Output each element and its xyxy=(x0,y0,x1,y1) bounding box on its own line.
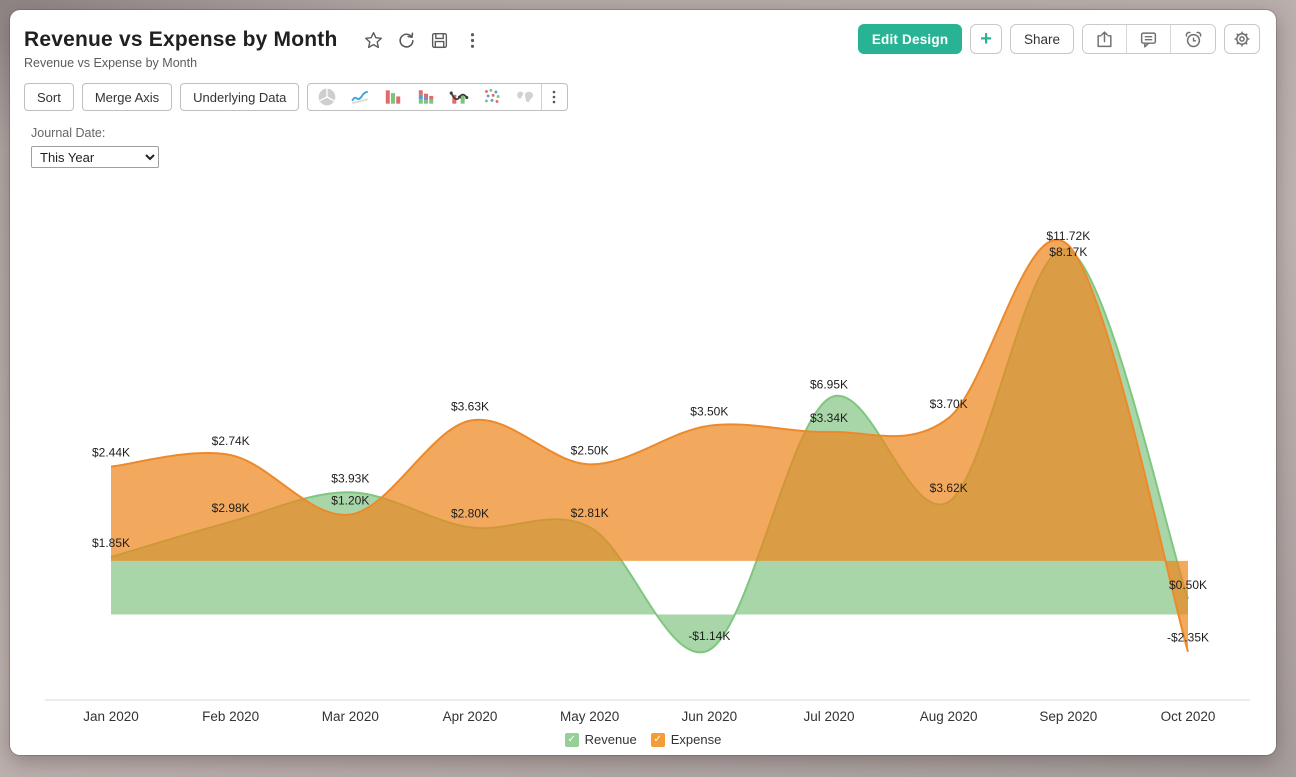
title-row: Revenue vs Expense by Month xyxy=(24,28,484,52)
expense-data-label: $2.44K xyxy=(92,446,130,460)
x-axis-label: Jun 2020 xyxy=(682,709,738,724)
x-axis-label: Jan 2020 xyxy=(83,709,139,724)
x-axis-label: May 2020 xyxy=(560,709,619,724)
revenue-data-label: $2.80K xyxy=(451,506,489,520)
x-axis-label: Jul 2020 xyxy=(803,709,854,724)
expense-data-label: $2.50K xyxy=(571,443,609,457)
chart-type-switcher xyxy=(307,83,569,111)
journal-date-select[interactable]: This Year xyxy=(31,146,159,168)
revenue-data-label: $3.93K xyxy=(331,471,369,485)
expense-data-label: $8.17K xyxy=(1049,245,1087,259)
more-chart-types-icon[interactable] xyxy=(541,84,565,110)
legend-label: Revenue xyxy=(584,732,637,747)
revenue-data-label: $1.85K xyxy=(92,536,130,550)
more-options-icon[interactable] xyxy=(462,29,484,51)
legend-item-expense[interactable]: ✓ Expense xyxy=(650,732,722,747)
chart-legend: ✓ Revenue ✓ Expense xyxy=(10,732,1276,747)
expense-data-label: $1.20K xyxy=(331,494,369,508)
x-axis-label: Sep 2020 xyxy=(1039,709,1097,724)
expense-swatch-icon: ✓ xyxy=(650,732,665,747)
legend-item-revenue[interactable]: ✓ Revenue xyxy=(564,732,637,747)
bar-chart-icon[interactable] xyxy=(376,84,409,110)
expense-data-label: $3.70K xyxy=(930,397,968,411)
page-title: Revenue vs Expense by Month xyxy=(24,28,338,51)
page-subtitle: Revenue vs Expense by Month xyxy=(24,56,198,70)
chart-toolbar: Sort Merge Axis Underlying Data xyxy=(24,83,569,111)
expense-data-label: $3.34K xyxy=(810,411,848,425)
line-chart-icon[interactable] xyxy=(343,84,376,110)
pie-chart-icon[interactable] xyxy=(310,84,343,110)
revenue-data-label: -$1.14K xyxy=(688,629,730,643)
app-window: $1.85K $2.44K $2.98K $2.74K $3.93K $1.20K $2.8… xyxy=(10,10,1276,755)
edit-design-button[interactable]: Edit Design xyxy=(857,24,963,54)
legend-label: Expense xyxy=(670,732,722,747)
expense-data-label: $3.63K xyxy=(451,400,489,414)
expense-data-label: $2.74K xyxy=(212,434,250,448)
save-icon[interactable] xyxy=(429,29,451,51)
sort-button[interactable]: Sort xyxy=(24,83,74,111)
combination-chart-icon[interactable] xyxy=(442,84,475,110)
comment-icon[interactable] xyxy=(1127,25,1171,53)
revenue-data-label: $6.95K xyxy=(810,377,848,391)
header-icon-group xyxy=(1082,24,1216,54)
stacked-bar-chart-icon[interactable] xyxy=(409,84,442,110)
merge-axis-button[interactable]: Merge Axis xyxy=(81,83,173,111)
x-axis-label: Feb 2020 xyxy=(202,709,259,724)
revenue-data-label: $3.62K xyxy=(930,481,968,495)
expense-data-label: $3.50K xyxy=(690,405,728,419)
revenue-data-label: $2.81K xyxy=(571,506,609,520)
reminder-alarm-icon[interactable] xyxy=(1171,25,1215,53)
chart-canvas: $1.85K $2.44K $2.98K $2.74K $3.93K $1.20K $2.8… xyxy=(45,229,1250,724)
favorite-star-icon[interactable] xyxy=(363,29,385,51)
scatter-plot-icon[interactable] xyxy=(475,84,508,110)
revenue-data-label: $2.98K xyxy=(212,501,250,515)
x-axis-label: Oct 2020 xyxy=(1161,709,1216,724)
revenue-data-label: $11.72K xyxy=(1046,229,1090,243)
refresh-icon[interactable] xyxy=(396,29,418,51)
expense-data-label: -$2.35K xyxy=(1167,631,1209,645)
revenue-data-label: $0.50K xyxy=(1169,578,1207,592)
x-axis-label: Apr 2020 xyxy=(443,709,498,724)
world-map-icon[interactable] xyxy=(508,84,541,110)
x-axis-label: Mar 2020 xyxy=(322,709,379,724)
header-actions: Edit Design + Share xyxy=(857,24,1260,54)
add-button[interactable]: + xyxy=(970,24,1002,54)
settings-gear-icon[interactable] xyxy=(1224,24,1260,54)
revenue-swatch-icon: ✓ xyxy=(564,732,579,747)
expense-line[interactable] xyxy=(110,238,1189,652)
expense-area[interactable] xyxy=(111,239,1188,652)
underlying-data-button[interactable]: Underlying Data xyxy=(180,83,300,111)
share-button[interactable]: Share xyxy=(1009,24,1074,54)
export-icon[interactable] xyxy=(1083,25,1127,53)
x-axis-label: Aug 2020 xyxy=(920,709,978,724)
filter-label: Journal Date: xyxy=(31,126,106,140)
